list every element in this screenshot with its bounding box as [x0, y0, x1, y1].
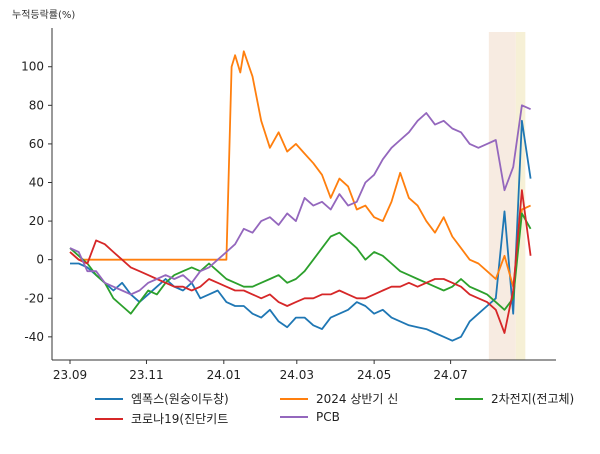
y-tick-label: 60: [29, 137, 44, 151]
legend-label: PCB: [316, 410, 340, 424]
series-line: [69, 212, 532, 315]
series-line: [69, 104, 531, 296]
series-line: [70, 119, 532, 342]
y-tick-label: 0: [36, 253, 44, 267]
y-tick-label: -20: [24, 291, 44, 305]
series-line: [69, 50, 531, 288]
legend-swatch: [455, 397, 483, 400]
legend-label: 엠폭스(원숭이두창): [131, 392, 229, 406]
y-tick-label: -40: [24, 330, 44, 344]
highlight-band: [488, 32, 516, 360]
legend-item: 2차전지(전고체): [455, 390, 574, 407]
x-tick-label: 24.07: [433, 368, 467, 382]
y-unit-label: 누적등락률(%): [12, 10, 76, 21]
y-tick-label: 80: [29, 98, 44, 112]
legend-label: 코로나19(진단키트: [131, 412, 229, 426]
x-tick-label: 23.09: [53, 368, 87, 382]
x-tick-label: 24.01: [207, 368, 241, 382]
y-tick-label: 40: [29, 175, 44, 189]
legend-swatch: [280, 397, 308, 400]
legend-swatch: [95, 417, 123, 420]
legend-item: PCB: [280, 410, 340, 424]
x-tick-label: 23.11: [129, 368, 163, 382]
legend-item: 2024 상반기 신: [280, 390, 398, 407]
legend-item: 코로나19(진단키트: [95, 410, 228, 427]
legend-label: 2차전지(전고체): [491, 392, 575, 406]
legend-swatch: [280, 416, 308, 418]
y-tick-label: 20: [29, 214, 44, 228]
legend-item: 엠폭스(원숭이두창): [95, 390, 229, 407]
legend-label: 2024 상반기 신: [316, 392, 399, 406]
legend-swatch: [95, 397, 123, 400]
x-tick-label: 24.03: [280, 368, 314, 382]
x-tick-label: 24.05: [357, 368, 391, 382]
y-tick-label: 100: [21, 60, 44, 74]
series-line: [69, 189, 532, 334]
legend: 엠폭스(원숭이두창) 2024 상반기 신 2차전지(전고체) 코로나19(진단키트 P…: [95, 390, 574, 440]
